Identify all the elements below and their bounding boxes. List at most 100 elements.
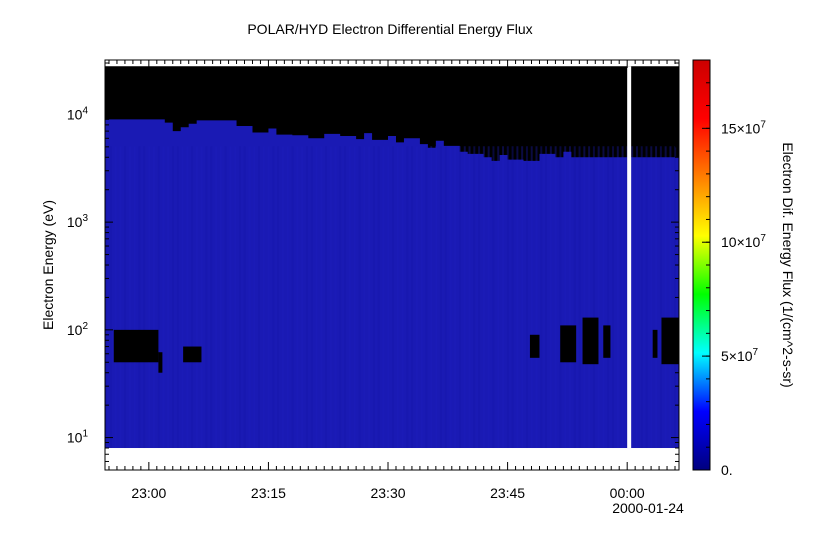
flux-texture [487,146,490,449]
flux-texture [492,146,495,449]
flux-texture [363,146,366,449]
axes: 23:00 23:15 23:30 23:45 00:00 101 102 103 104 [67,59,680,501]
flux-texture [171,146,174,449]
flux-texture [267,146,270,449]
fill-block [582,317,599,365]
flux-texture [568,146,571,449]
flux-texture [128,146,131,449]
plot-area [105,66,679,449]
chart-title: POLAR/HYD Electron Differential Energy F… [247,21,532,37]
fill-block [661,317,679,365]
flux-texture [425,146,428,449]
flux-texture [320,146,323,449]
flux-texture [583,146,586,449]
flux-texture [545,146,548,449]
flux-texture [497,146,500,449]
flux-texture [219,146,222,449]
flux-texture [143,146,146,449]
x-tick-label: 00:00 [610,485,645,501]
flux-texture [540,146,543,449]
date-label: 2000-01-24 [612,500,684,516]
flux-texture [640,146,643,449]
flux-texture [205,146,208,449]
flux-texture [439,146,442,449]
flux-texture [200,146,203,449]
flux-texture [525,146,528,449]
flux-texture [167,146,170,449]
flux-texture [339,146,342,449]
flux-texture [396,146,399,449]
flux-texture [616,146,619,449]
colorbar-tick-label: 5×107 [721,347,759,364]
flux-texture [358,146,361,449]
flux-texture [353,146,356,449]
flux-texture [157,146,160,449]
y-axis-label: Electron Energy (eV) [40,200,56,330]
flux-texture [329,146,332,449]
flux-texture [181,146,184,449]
flux-texture [530,146,533,449]
flux-texture [511,146,514,449]
flux-texture [334,146,337,449]
flux-texture [645,146,648,449]
flux-texture [291,146,294,449]
flux-texture [195,146,198,449]
flux-texture [602,146,605,449]
flux-texture [133,146,136,449]
flux-texture [564,146,567,449]
flux-texture [549,146,552,449]
flux-texture [458,146,461,449]
flux-texture [415,146,418,449]
flux-texture [234,146,237,449]
flux-texture [588,146,591,449]
flux-texture [382,146,385,449]
flux-region [105,119,679,449]
flux-texture [516,146,519,449]
flux-texture [635,146,638,449]
flux-texture [659,146,662,449]
flux-texture [238,146,241,449]
fill-block [652,329,658,358]
flux-texture [186,146,189,449]
fill-block [603,325,611,358]
flux-texture [210,146,213,449]
flux-texture [597,146,600,449]
flux-texture [650,146,653,449]
flux-texture [478,146,481,449]
flux-texture [162,146,165,449]
flux-texture [152,146,155,449]
flux-texture [631,146,634,449]
flux-texture [277,146,280,449]
flux-texture [506,146,509,449]
flux-texture [463,146,466,449]
flux-texture [592,146,595,449]
x-tick-label: 23:00 [131,485,166,501]
flux-texture [387,146,390,449]
colorbar-label: Electron Dif. Energy Flux (1/(cm^2-s-sr) [780,142,796,387]
flux-texture [406,146,409,449]
flux-texture [482,146,485,449]
flux-texture [138,146,141,449]
flux-texture [176,146,179,449]
flux-texture [420,146,423,449]
colorbar-tick-label: 0. [721,462,733,478]
fill-block [183,346,202,363]
flux-texture [578,146,581,449]
flux-texture [310,146,313,449]
flux-texture [554,146,557,449]
flux-texture [368,146,371,449]
flux-texture [229,146,232,449]
y-tick-label: 104 [67,105,89,122]
flux-texture [148,146,151,449]
y-tick-label: 102 [67,321,89,338]
flux-texture [119,146,122,449]
flux-texture [109,146,112,449]
flux-texture [521,146,524,449]
y-tick-label: 103 [67,213,89,230]
flux-texture [272,146,275,449]
x-tick-label: 23:15 [251,485,286,501]
flux-texture [664,146,667,449]
fill-block [113,329,159,363]
colorbar-tick-label: 15×107 [721,119,766,136]
